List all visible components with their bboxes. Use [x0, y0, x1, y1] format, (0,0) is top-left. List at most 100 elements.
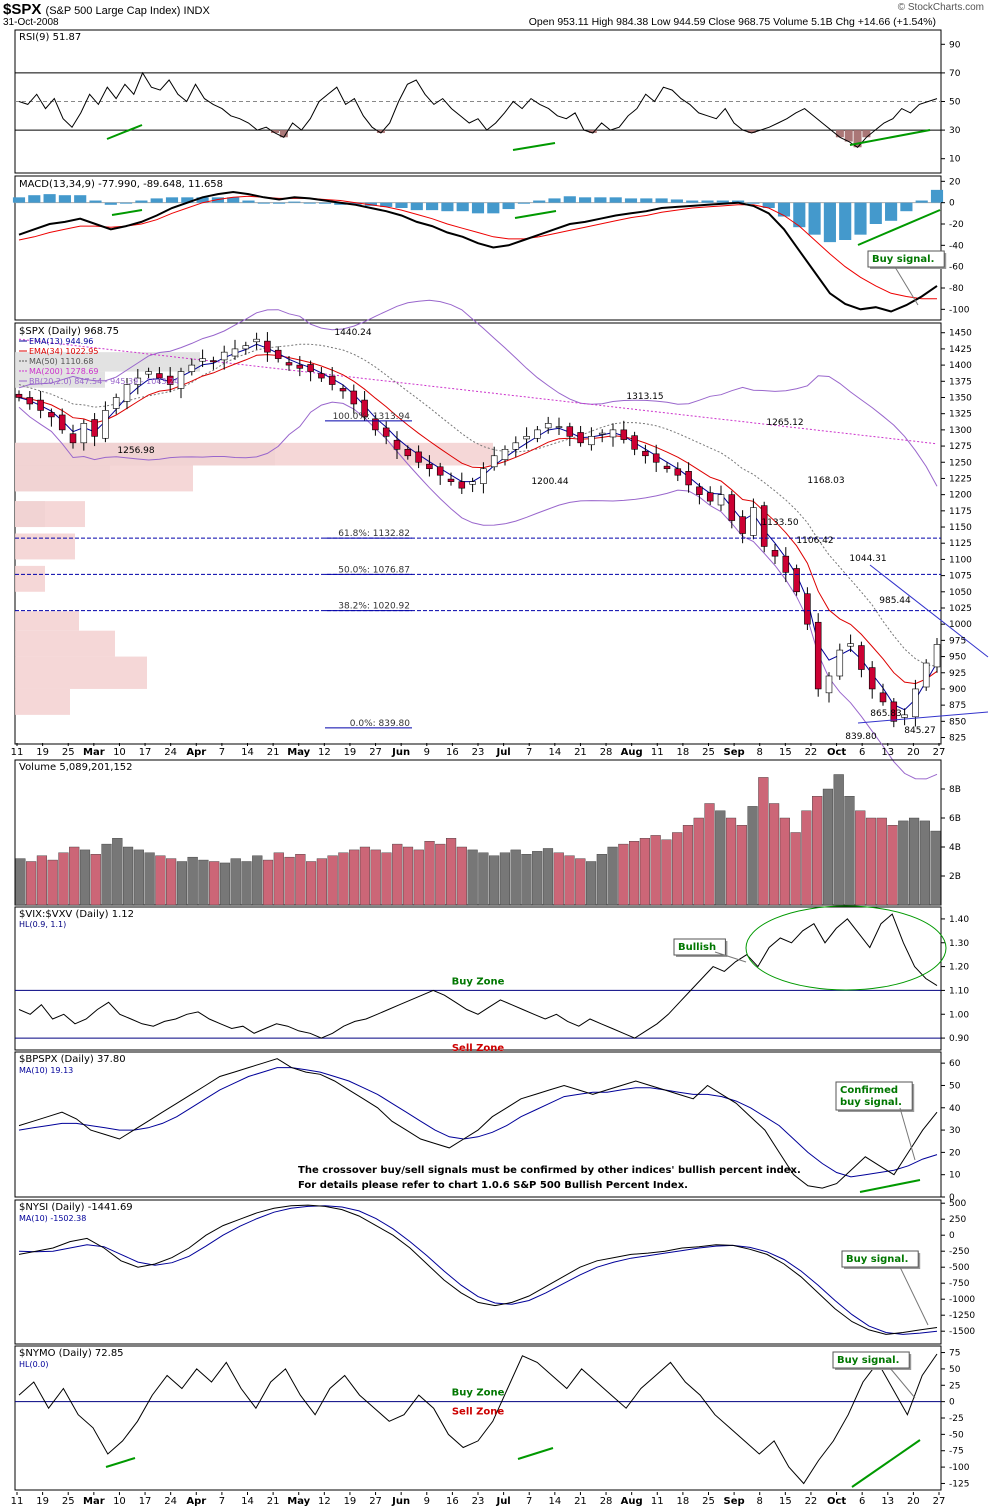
x-axis-label: Oct	[827, 1496, 846, 1507]
rsi-ytick-label: 10	[949, 155, 961, 165]
macd-histogram-bar	[732, 200, 745, 203]
x-axis-label: 11	[651, 747, 664, 758]
nysi-ytick-label: -1250	[949, 1311, 975, 1321]
price-ytick-label: 1400	[949, 361, 972, 371]
ema13-line	[18, 343, 938, 711]
nysi-ytick-label: -750	[949, 1279, 970, 1289]
x-axis-label: 6	[859, 747, 865, 758]
bpspx-ytick-label: 40	[949, 1104, 961, 1114]
volume-bar	[779, 817, 790, 906]
macd-histogram-bar	[456, 202, 469, 212]
candle-down	[458, 481, 466, 489]
candle-down	[793, 568, 800, 593]
candle-down	[296, 364, 304, 369]
nymo-ytick-label: 0	[949, 1398, 955, 1408]
price-ytick-label: 1100	[949, 555, 972, 565]
candle-down	[350, 390, 358, 405]
x-axis-label: 21	[267, 747, 280, 758]
macd-histogram-bar	[793, 202, 806, 228]
volume-bar	[661, 839, 672, 906]
macd-histogram-bar	[364, 202, 377, 206]
x-axis-label: 27	[369, 1496, 382, 1507]
volume-ytick-label: 4B	[949, 843, 961, 853]
trendline	[857, 209, 941, 246]
nymo-ytick-label: -25	[949, 1414, 964, 1424]
price-ytick-label: 1000	[949, 620, 972, 630]
volume-bar	[532, 851, 543, 906]
vix-ytick-label: 1.20	[949, 963, 969, 973]
x-axis-label: 23	[472, 1496, 485, 1507]
price-ytick-label: 1250	[949, 458, 972, 468]
volume-bar	[284, 856, 295, 906]
macd-histogram-bar	[686, 200, 699, 203]
macd-histogram-bar	[517, 202, 530, 204]
vix-bullish-box	[673, 938, 726, 956]
macd-histogram-bar	[273, 202, 286, 204]
macd-histogram-bar	[640, 198, 653, 203]
macd-ytick-label: -100	[949, 305, 970, 315]
x-axis-label: Jun	[391, 1496, 410, 1507]
nysi-panel	[14, 1199, 942, 1345]
price-ytick-label: 1225	[949, 474, 972, 484]
volume-by-price-bar	[15, 465, 193, 492]
rsi-oversold-fill	[747, 130, 756, 133]
bpspx-panel	[14, 1051, 942, 1198]
rsi-oversold-fill	[270, 130, 279, 133]
volume-bar	[478, 852, 489, 906]
fibonacci-label: 0.0%: 839.80	[350, 719, 411, 729]
macd-histogram-bar	[655, 198, 668, 203]
candle-up	[199, 358, 206, 362]
price-annotation: 1168.03	[807, 476, 844, 486]
rsi-oversold-fill	[588, 130, 597, 133]
volume-bar	[187, 856, 198, 906]
candle-up	[145, 371, 152, 375]
bpspx-ytick-label: 60	[949, 1059, 961, 1069]
callout-pointer	[899, 1107, 916, 1161]
fibonacci-label: 50.0%: 1076.87	[338, 565, 410, 575]
volume-bar	[510, 849, 521, 906]
price-panel	[14, 322, 942, 745]
volume-bar	[424, 841, 435, 906]
nymo-buy-zone-label: Buy Zone	[452, 1388, 505, 1399]
bpspx-confirmed-signal-text: buy signal.	[840, 1097, 902, 1108]
price-ytick-label: 1375	[949, 377, 972, 387]
macd-histogram-bar	[701, 200, 714, 203]
x-axis-label: 10	[113, 747, 126, 758]
trendline	[111, 209, 143, 216]
volume-bar	[467, 849, 478, 906]
rsi-oversold-fill	[853, 130, 862, 148]
volume-bar	[876, 817, 887, 906]
x-axis-label: 20	[907, 747, 920, 758]
macd-histogram-bar	[104, 202, 117, 205]
candle-down	[642, 450, 649, 457]
candle-up	[717, 494, 725, 506]
candle-down	[264, 340, 271, 353]
candle-down	[652, 453, 660, 463]
candle-up	[134, 377, 142, 385]
volume-by-price-bar	[15, 442, 493, 466]
macd-histogram-bar	[839, 202, 852, 240]
candle-down	[372, 418, 379, 431]
x-axis-label: 21	[574, 1496, 587, 1507]
macd-histogram-bar	[930, 189, 944, 203]
volume-bar	[769, 803, 780, 906]
price-ytick-label: 1050	[949, 588, 972, 598]
macd-panel	[14, 175, 942, 321]
nysi-legend-entry: MA(10) -1502.38	[19, 1214, 86, 1223]
vix-panel	[14, 906, 942, 1051]
volume-bar	[166, 858, 177, 906]
rsi-oversold-fill	[279, 130, 288, 138]
volume-bar	[370, 849, 381, 906]
trendline	[105, 1457, 136, 1468]
macd-histogram-bar	[502, 202, 515, 210]
price-ytick-label: 1325	[949, 410, 972, 420]
bollinger-lower-band	[18, 401, 938, 780]
bpspx-ytick-label: 20	[949, 1148, 961, 1158]
nymo-ytick-label: -125	[949, 1479, 969, 1489]
volume-bar	[58, 852, 69, 906]
nysi-ytick-label: -250	[949, 1247, 970, 1257]
candle-down	[685, 471, 692, 486]
candle-down	[436, 466, 444, 476]
macd-histogram-bar	[303, 202, 316, 204]
price-ytick-label: 1150	[949, 523, 972, 533]
